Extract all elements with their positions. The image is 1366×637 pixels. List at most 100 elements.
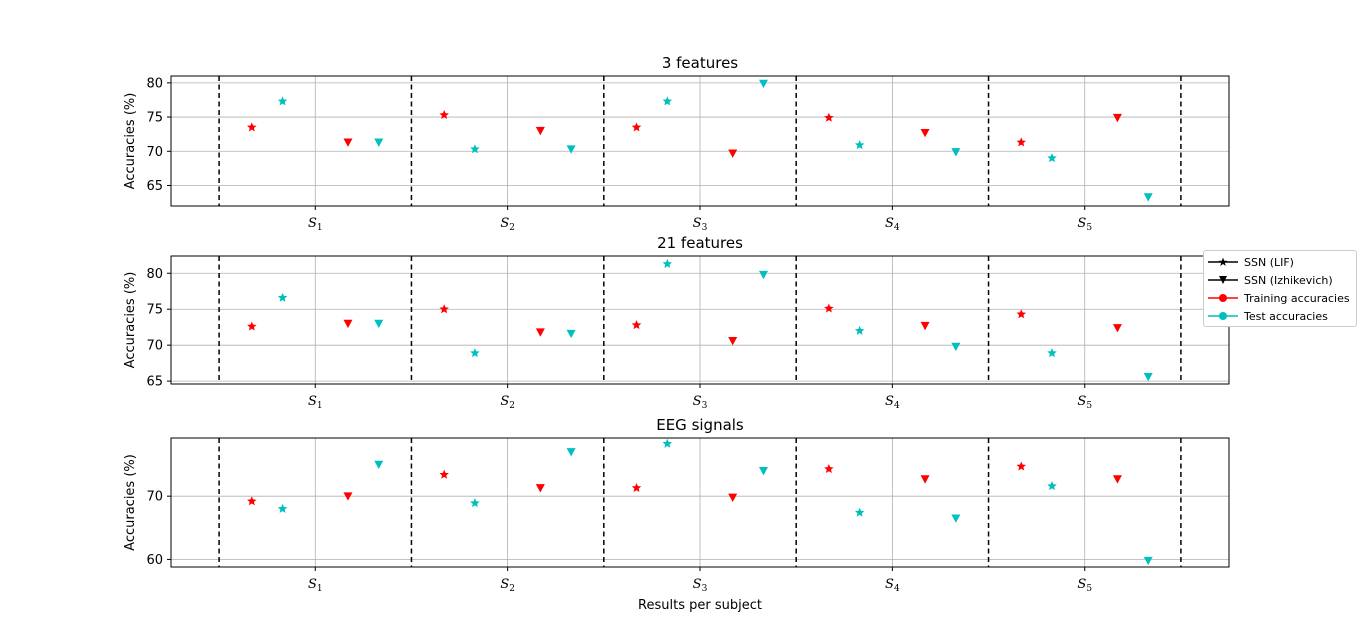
panel-title: 21 features (657, 234, 743, 252)
legend-circle-cyan-icon (1208, 312, 1238, 320)
point-izh-test-s1 (374, 138, 384, 147)
point-lif-test-s1 (277, 96, 288, 106)
x-tick-label: S4 (885, 577, 900, 594)
point-lif-training-s4 (824, 112, 834, 122)
point-lif-training-s2 (439, 110, 449, 120)
point-izh-training-s5 (1112, 475, 1122, 484)
x-tick-label: S4 (885, 394, 900, 411)
y-tick-label: 65 (146, 179, 163, 194)
panel-2: 65 70 75 80 S1 S2 S3 S4 S5 21 features Accuracies … (123, 234, 1230, 411)
point-lif-training-s3 (631, 320, 642, 330)
y-axis-label: Accuracies (%) (123, 93, 138, 190)
point-lif-training-s4 (824, 303, 834, 313)
point-lif-training-s1 (247, 496, 257, 506)
point-lif-test-s4 (854, 325, 865, 335)
point-izh-training-s3 (728, 493, 738, 502)
legend-entry-lif: SSN (LIF) (1208, 253, 1294, 271)
legend-star-icon (1208, 257, 1238, 266)
point-lif-test-s3 (662, 438, 673, 448)
point-lif-test-s5 (1047, 481, 1057, 491)
point-izh-test-s3 (758, 79, 768, 89)
panel-3: 60 70 S1 S2 S3 S4 S5 EEG signals Accuracies (%) (123, 416, 1230, 594)
x-tick-label: S3 (693, 394, 708, 411)
point-izh-training-s2 (535, 126, 545, 136)
point-izh-test-s5 (1143, 556, 1153, 566)
point-lif-training-s4 (824, 463, 834, 474)
point-lif-training-s1 (247, 122, 257, 132)
y-tick-label: 65 (146, 375, 163, 390)
legend-triangle-down-icon (1208, 276, 1238, 284)
point-izh-training-s4 (920, 321, 930, 331)
legend-circle-red-icon (1208, 294, 1238, 302)
panel-1: 65 70 75 80 S1 S2 S3 S4 S5 3 features Accuracies (… (123, 54, 1230, 233)
point-lif-training-s5 (1016, 461, 1026, 471)
point-izh-training-s5 (1112, 113, 1122, 123)
y-axis-label: Accuracies (%) (123, 272, 138, 369)
x-tick-label: S1 (308, 394, 323, 411)
point-lif-test-s1 (277, 292, 288, 302)
point-izh-training-s1 (343, 138, 353, 147)
y-tick-label: 75 (146, 111, 163, 126)
point-izh-test-s5 (1143, 193, 1153, 202)
point-lif-test-s1 (277, 503, 288, 513)
point-lif-training-s2 (439, 469, 449, 479)
y-tick-label: 70 (146, 490, 163, 505)
point-izh-test-s3 (758, 270, 768, 280)
y-tick-label: 60 (146, 553, 163, 568)
legend-entry-test: Test accuracies (1208, 307, 1328, 325)
point-izh-test-s5 (1143, 372, 1153, 382)
point-lif-test-s3 (662, 96, 673, 106)
legend: SSN (LIF) SSN (Izhikevich) Training accu… (1203, 250, 1357, 327)
y-axis-label: Accuracies (%) (123, 454, 138, 551)
point-izh-test-s2 (566, 145, 576, 154)
point-lif-test-s3 (662, 258, 673, 268)
point-lif-training-s5 (1016, 309, 1026, 319)
x-tick-label: S5 (1077, 394, 1092, 411)
point-izh-test-s4 (951, 342, 961, 352)
legend-entry-training: Training accuracies (1208, 289, 1350, 307)
legend-label: SSN (Izhikevich) (1244, 273, 1333, 287)
x-tick-label: S3 (693, 216, 708, 233)
x-tick-label: S2 (500, 216, 515, 233)
point-izh-training-s3 (728, 149, 738, 158)
panel-title: 3 features (662, 54, 738, 72)
x-tick-label: S2 (500, 577, 515, 594)
point-lif-test-s4 (854, 507, 865, 517)
point-izh-training-s2 (535, 328, 545, 337)
x-tick-label: S1 (308, 216, 323, 233)
point-izh-test-s4 (951, 148, 961, 157)
point-izh-training-s2 (535, 484, 545, 493)
x-tick-label: S3 (693, 577, 708, 594)
point-lif-training-s3 (631, 482, 642, 492)
point-izh-training-s3 (728, 337, 738, 346)
point-lif-test-s2 (470, 144, 480, 154)
panel-title: EEG signals (656, 416, 744, 434)
x-axis-label: Results per subject (638, 598, 762, 613)
x-tick-label: S1 (308, 577, 323, 594)
y-tick-label: 80 (146, 267, 163, 282)
x-tick-label: S5 (1077, 216, 1092, 233)
point-izh-test-s2 (566, 329, 576, 339)
point-izh-test-s3 (758, 467, 768, 476)
point-lif-test-s2 (470, 348, 480, 358)
x-tick-label: S2 (500, 394, 515, 411)
y-tick-label: 80 (146, 76, 163, 91)
point-lif-training-s5 (1016, 137, 1026, 147)
legend-label: Test accuracies (1244, 309, 1328, 323)
x-tick-label: S4 (885, 216, 900, 233)
legend-label: SSN (LIF) (1244, 255, 1294, 269)
point-izh-test-s1 (374, 319, 384, 329)
point-lif-training-s3 (631, 122, 642, 132)
point-izh-training-s4 (920, 475, 930, 484)
point-lif-test-s4 (854, 140, 865, 150)
legend-label: Training accuracies (1244, 291, 1350, 305)
legend-entry-izhikevich: SSN (Izhikevich) (1208, 271, 1333, 289)
point-lif-training-s2 (439, 304, 449, 314)
point-lif-training-s1 (247, 321, 257, 331)
x-tick-label: S5 (1077, 577, 1092, 594)
point-lif-test-s5 (1047, 348, 1057, 358)
point-izh-training-s1 (343, 319, 353, 329)
point-lif-test-s5 (1047, 153, 1057, 163)
point-izh-training-s1 (343, 492, 353, 501)
